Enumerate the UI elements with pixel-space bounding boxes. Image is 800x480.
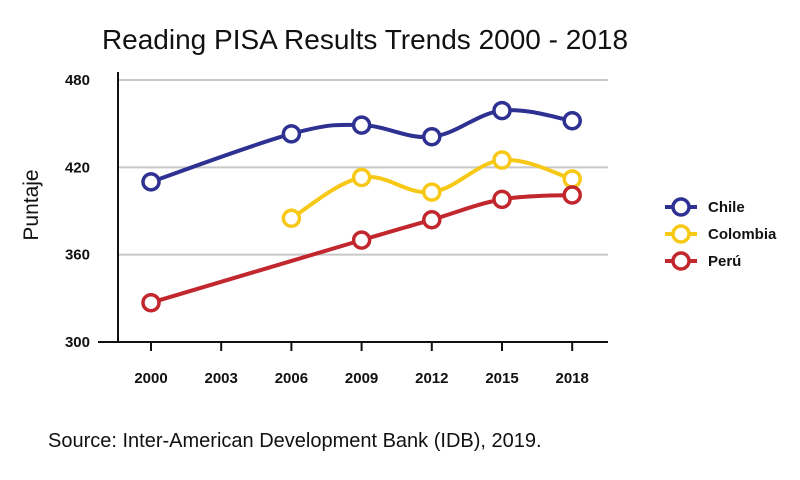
x-tick-label: 2003: [205, 370, 238, 387]
x-tick-label: 2000: [134, 370, 167, 387]
x-tick-label: 2012: [415, 370, 448, 387]
x-tick-label: 2018: [556, 370, 589, 387]
chart-title: Reading PISA Results Trends 2000 - 2018: [102, 24, 628, 55]
series-points: [141, 100, 582, 313]
legend-marker-peru: [671, 251, 691, 271]
y-tick-label: 420: [65, 159, 90, 176]
data-point-colombia: [422, 182, 442, 202]
legend: Chile Colombia Perú: [665, 197, 777, 271]
y-axis-label: Puntaje: [20, 169, 43, 240]
legend-marker-chile: [671, 197, 691, 217]
series-lines: [149, 108, 575, 305]
x-tick-label: 2015: [485, 370, 518, 387]
data-point-chile: [422, 127, 442, 147]
data-point-chile: [281, 124, 302, 144]
x-tick-labels: 2000 2003 2006 2009 2012 2015 2018: [134, 370, 589, 387]
x-tick-label: 2009: [345, 370, 378, 387]
legend-marker-colombia: [671, 224, 691, 244]
data-point-peru: [562, 185, 582, 205]
gridlines: [118, 79, 608, 256]
data-point-chile: [492, 100, 512, 121]
data-point-colombia: [562, 169, 582, 189]
data-point-chile: [141, 172, 161, 192]
data-point-chile: [562, 111, 582, 131]
y-tick-label: 300: [65, 334, 90, 351]
data-point-peru: [422, 209, 442, 230]
data-point-peru: [141, 292, 161, 313]
series-line-peru: [149, 192, 575, 305]
y-tick-labels: 480 420 360 300: [65, 72, 90, 351]
data-point-peru: [492, 189, 512, 210]
legend-label-colombia: Colombia: [708, 226, 777, 243]
y-tick-label: 360: [65, 247, 90, 264]
source-note: Source: Inter-American Development Bank …: [48, 430, 542, 452]
legend-label-peru: Perú: [708, 253, 741, 270]
data-point-colombia: [492, 150, 512, 170]
data-point-colombia: [351, 167, 372, 188]
data-point-peru: [351, 230, 372, 250]
y-tick-label: 480: [65, 72, 90, 89]
x-tick-label: 2006: [275, 370, 308, 387]
data-point-chile: [351, 115, 372, 135]
legend-label-chile: Chile: [708, 199, 745, 216]
data-point-colombia: [281, 208, 302, 229]
axes: [98, 72, 608, 351]
